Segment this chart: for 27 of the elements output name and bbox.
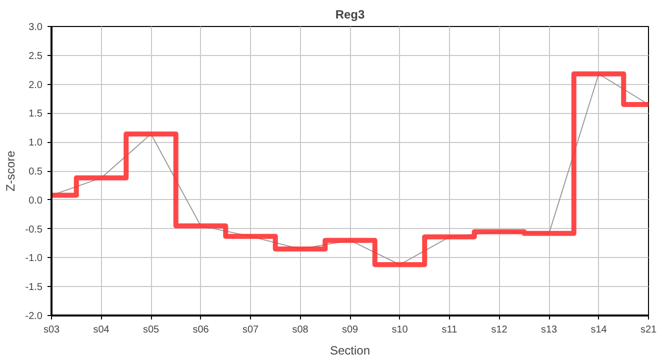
x-tick-label: s10 xyxy=(392,324,408,336)
x-tick-label: s14 xyxy=(590,324,608,336)
x-tick-label: s12 xyxy=(491,324,508,336)
x-axis-title: Section xyxy=(330,344,370,358)
x-tick-label: s08 xyxy=(292,324,309,336)
y-tick-label: 2.5 xyxy=(28,50,43,62)
y-tick-label: 0.0 xyxy=(28,195,43,206)
x-tick-label: s05 xyxy=(142,324,160,336)
y-tick-label: -1.5 xyxy=(25,282,43,294)
y-tick-label: 1.0 xyxy=(28,138,43,149)
chart-title: Reg3 xyxy=(335,8,365,22)
x-tick-label: s11 xyxy=(442,324,458,336)
y-tick-label: -1.0 xyxy=(25,253,43,264)
x-tick-label: s04 xyxy=(93,324,110,336)
x-tick-label: s21 xyxy=(640,324,657,336)
y-tick-label: -0.5 xyxy=(25,224,43,236)
y-tick-label: 1.5 xyxy=(28,108,43,120)
x-tick-label: s07 xyxy=(242,324,259,336)
y-tick-label: 2.0 xyxy=(28,80,43,91)
y-axis-title: Z-score xyxy=(3,150,18,192)
y-tick-label: 3.0 xyxy=(28,22,43,33)
x-tick-label: s13 xyxy=(540,324,558,336)
x-tick-label: s06 xyxy=(192,324,210,336)
x-tick-label: s09 xyxy=(342,324,358,336)
y-tick-label: 0.5 xyxy=(28,166,43,178)
y-tick-label: -2.0 xyxy=(25,311,43,322)
x-tick-label: s03 xyxy=(43,324,60,336)
